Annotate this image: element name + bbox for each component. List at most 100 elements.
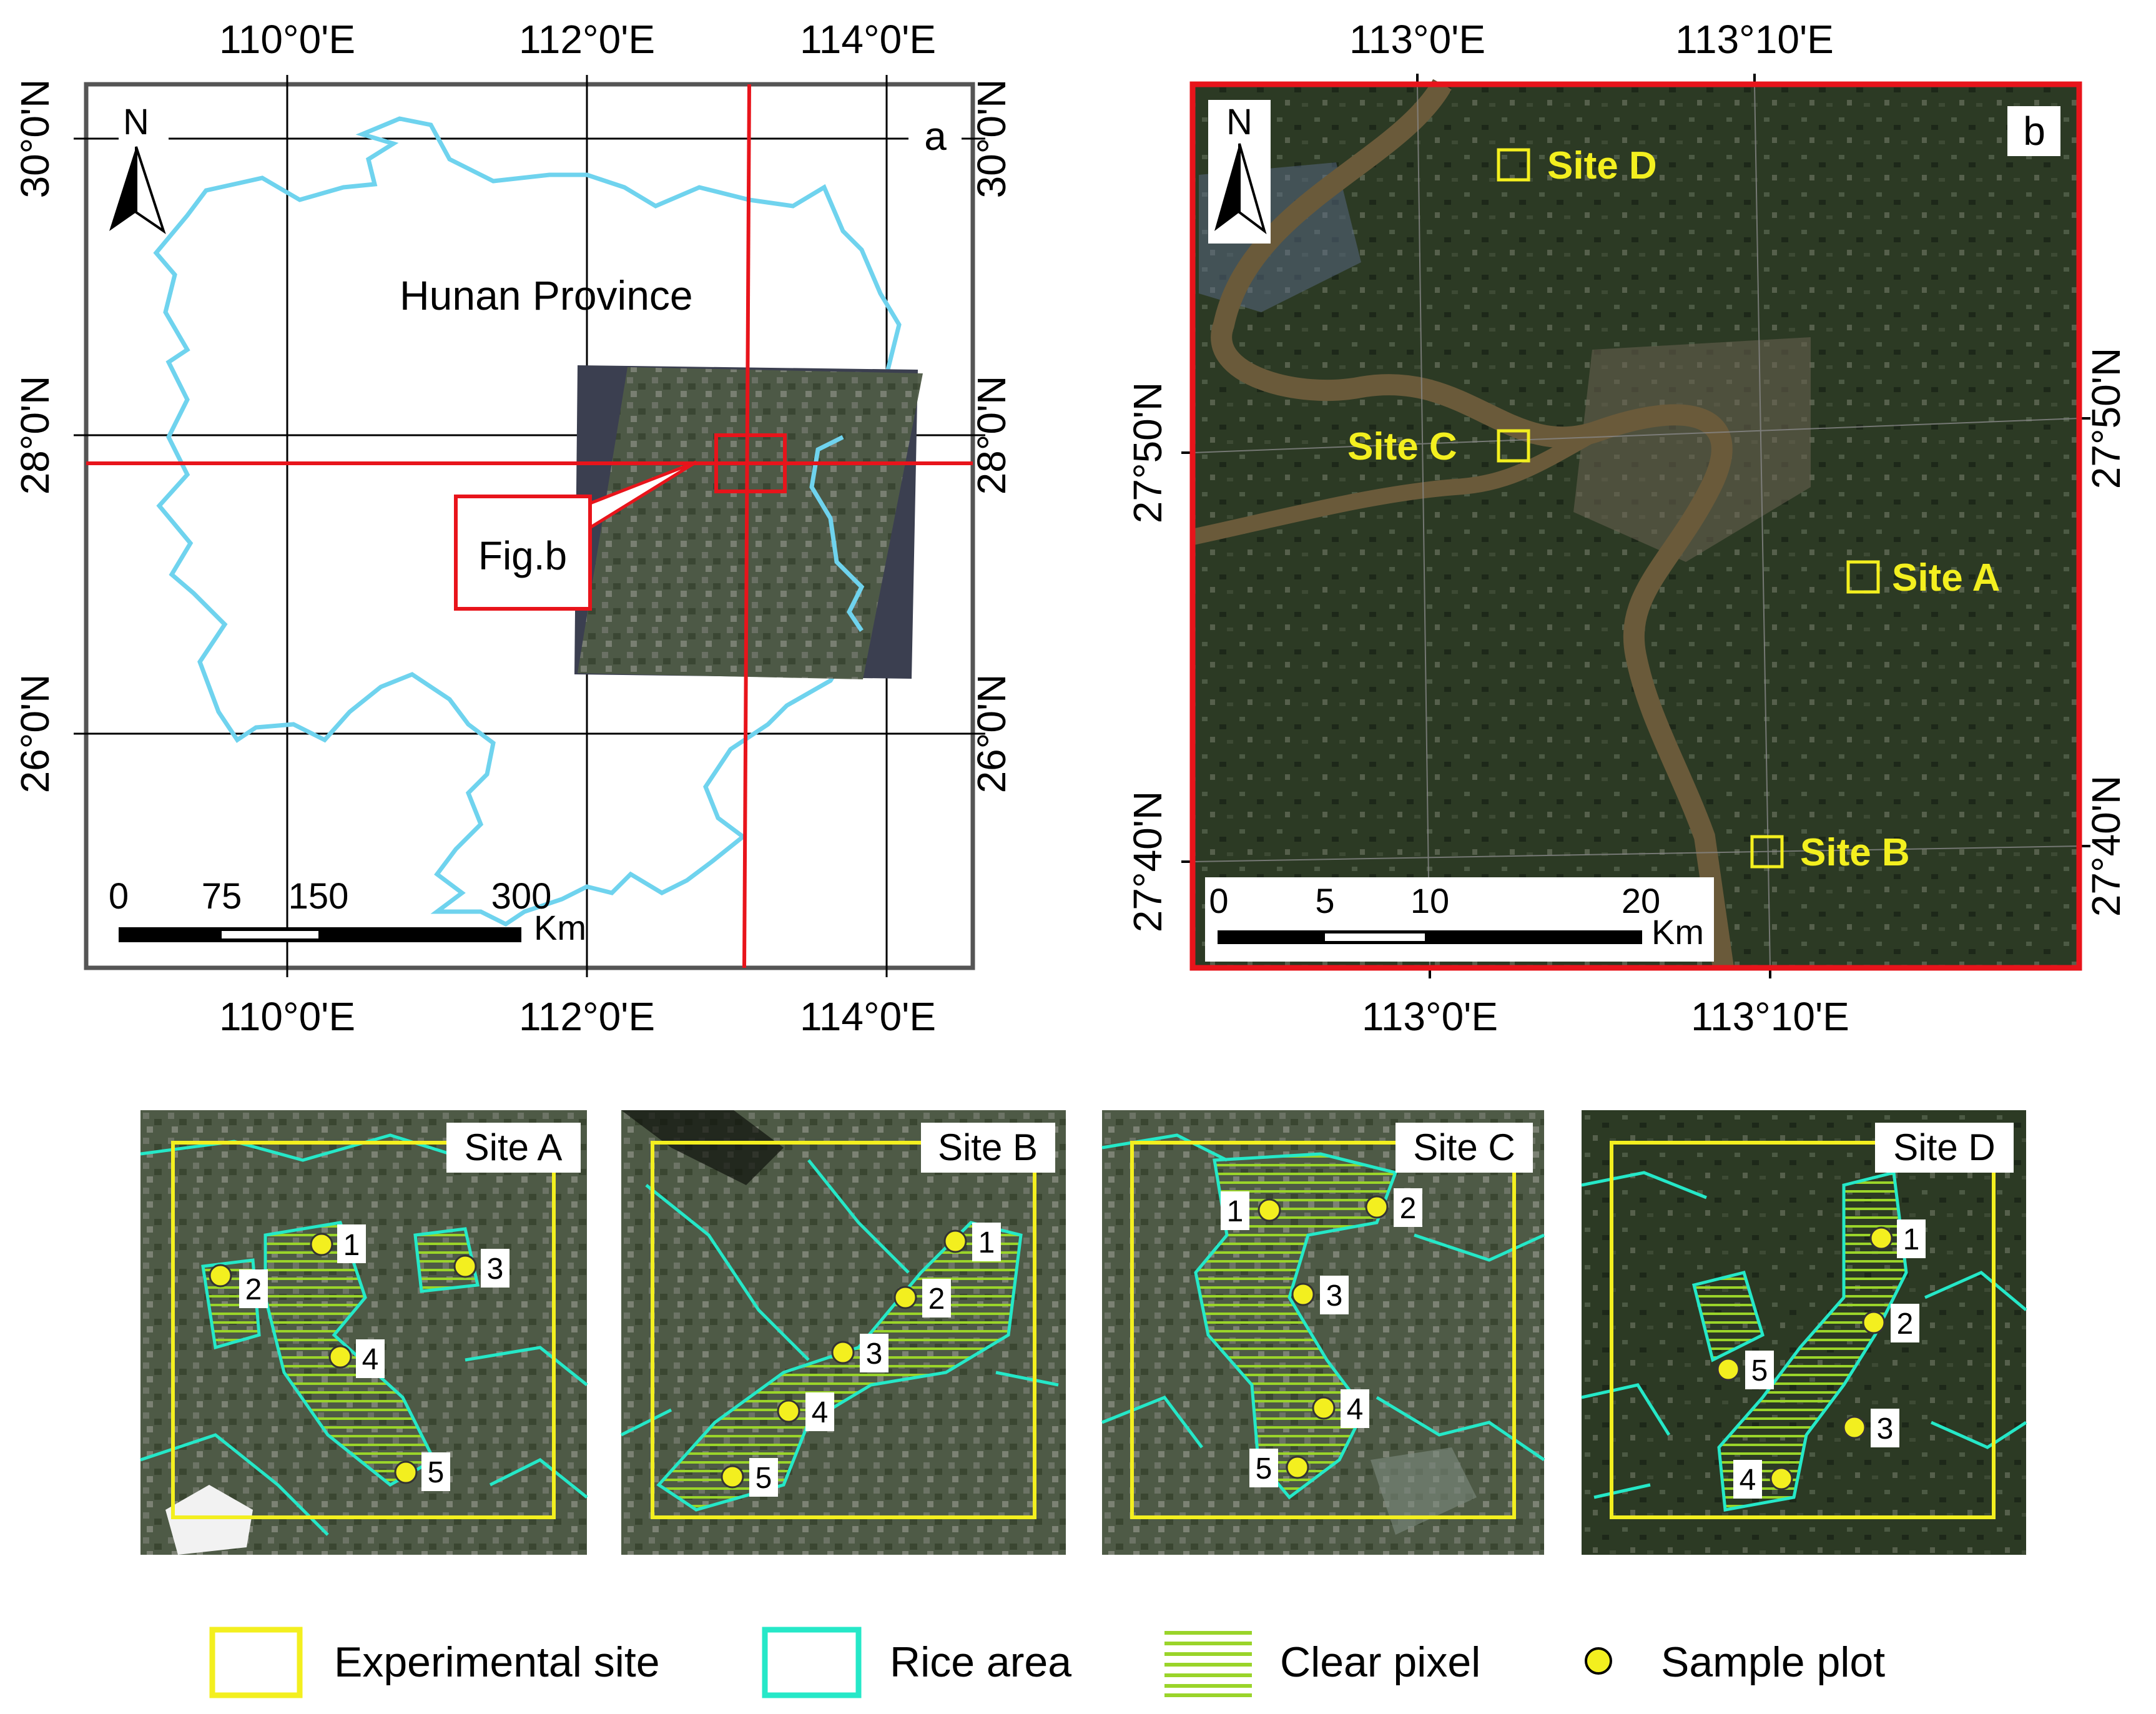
inset-site-a: Site A 1 2 3 4 5	[140, 1110, 588, 1555]
rice-area-outline	[1691, 1170, 1908, 1512]
scale-b-20: 20	[1622, 881, 1660, 920]
lon-tick-top-114: 114°0'E	[800, 17, 936, 62]
lat-tick-right-30: 30°0'N	[969, 79, 1014, 199]
plot-label: 2	[928, 1283, 945, 1316]
lat-tick-left-28: 28°0'N	[12, 376, 57, 495]
plot-label: 5	[428, 1456, 445, 1489]
river-branch	[1191, 423, 1603, 545]
site-c-box	[1497, 429, 1530, 463]
inset-site-c: Site C 1 2 3 4 5	[1101, 1110, 1545, 1555]
plot-label: 1	[1903, 1223, 1920, 1256]
b-lon-bottom-1300: 113°0'E	[1362, 994, 1498, 1039]
hunan-boundary	[153, 116, 902, 927]
landsat-scene-image	[578, 367, 923, 679]
lon-tick-top-110: 110°0'E	[219, 17, 355, 62]
experimental-site-box	[171, 1141, 556, 1519]
plot-label: 3	[866, 1337, 883, 1371]
scale-b-10: 10	[1410, 881, 1449, 920]
legend-experimental-site-swatch	[209, 1627, 303, 1698]
legend-rice-area-swatch	[762, 1627, 862, 1698]
panel-a-tick-labels: 110°0'E 112°0'E 114°0'E 110°0'E 112°0'E …	[12, 17, 1014, 1039]
scale-300: 300	[491, 876, 552, 917]
plot-label: 3	[1326, 1279, 1343, 1313]
site-a-label: Site A	[1892, 556, 2000, 599]
site-d-label: Site D	[1547, 144, 1657, 187]
plot-label: 1	[343, 1229, 360, 1262]
sample-plot-2	[893, 1286, 917, 1309]
lat-tick-right-28: 28°0'N	[969, 376, 1014, 495]
province-label: Hunan Province	[400, 272, 693, 318]
sample-plot-4	[1770, 1467, 1793, 1490]
plot-label: 5	[756, 1462, 772, 1495]
hunan-boundary-east	[809, 435, 865, 632]
site-markers: Site D Site C Site A Site B	[1347, 144, 2000, 874]
b-lat-left-2740: 27°40'N	[1125, 791, 1170, 932]
inset-title: Site B	[938, 1126, 1038, 1168]
plot-label: 5	[1256, 1452, 1272, 1485]
sample-plot-3	[1291, 1283, 1315, 1306]
fig-b-extent-box	[714, 433, 787, 493]
scale-b-0: 0	[1209, 881, 1228, 920]
callout-box	[454, 495, 592, 611]
lat-tick-right-26: 26°0'N	[969, 674, 1014, 794]
sample-plot-2	[1365, 1195, 1389, 1219]
b-lat-left-2750: 27°50'N	[1125, 382, 1170, 523]
plot-label: 4	[812, 1396, 829, 1429]
north-label: N	[123, 102, 149, 142]
sample-plot-4	[777, 1399, 800, 1423]
lat-tick-left-30: 30°0'N	[12, 79, 57, 199]
plot-label: 1	[978, 1226, 995, 1259]
sample-plots: 1 2 3 4 5	[209, 1224, 509, 1491]
sample-plot-4	[328, 1345, 352, 1369]
b-lon-top-1300: 113°0'E	[1349, 17, 1485, 62]
sample-plot-2	[1862, 1311, 1886, 1334]
urban-area	[1573, 337, 1811, 562]
sample-plot-5	[394, 1460, 418, 1484]
sample-plots: 1 2 3 4 5	[1716, 1219, 1926, 1499]
inset-title: Site C	[1413, 1126, 1515, 1168]
site-b-label: Site B	[1800, 831, 1910, 874]
sample-plot-1	[1869, 1226, 1893, 1250]
scale-b-5: 5	[1315, 881, 1334, 920]
plot-label: 2	[245, 1273, 262, 1306]
north-label-b: N	[1226, 102, 1253, 142]
plot-label: 4	[1347, 1393, 1364, 1426]
site-a-box	[1846, 560, 1880, 594]
panel-a-map: Fig.b Hunan Province N a 0 75 150 300 Km…	[12, 17, 1014, 1039]
lon-tick-bottom-114: 114°0'E	[800, 994, 936, 1039]
b-lon-top-1310: 113°10'E	[1675, 17, 1834, 62]
panel-a-graticule	[74, 75, 985, 977]
sample-plot-3	[453, 1254, 477, 1278]
b-lon-bottom-1310: 113°10'E	[1691, 994, 1849, 1039]
sample-plot-3	[1843, 1416, 1866, 1439]
panel-a-scale-bar: 0 75 150 300 Km	[109, 876, 586, 947]
legend-sample-plot-swatch	[1585, 1647, 1612, 1675]
sample-plots: 1 2 3 4 5	[721, 1223, 1001, 1497]
plot-label: 2	[1897, 1308, 1914, 1341]
callout-label: Fig.b	[478, 533, 567, 578]
sample-plot-5	[721, 1465, 744, 1489]
panel-b-scale-bar: 0 5 10 20 Km	[1205, 877, 1714, 962]
experimental-site-box	[1130, 1141, 1516, 1519]
site-c-label: Site C	[1347, 425, 1457, 468]
scale-0: 0	[109, 876, 129, 917]
plot-label: 2	[1400, 1192, 1417, 1225]
sample-plot-3	[831, 1341, 855, 1364]
legend-experimental-site-label: Experimental site	[334, 1638, 660, 1686]
panel-letter-b: b	[2023, 109, 2045, 154]
sample-plot-1	[310, 1233, 333, 1256]
inset-title: Site A	[465, 1126, 563, 1168]
lon-tick-top-112: 112°0'E	[519, 17, 655, 62]
inset-site-d: Site D 1 2 3 4 5	[1581, 1110, 2027, 1555]
plot-label: 4	[362, 1343, 379, 1376]
panel-b-tick-labels: 113°0'E 113°10'E 113°0'E 113°10'E 27°50'…	[1125, 17, 2129, 1039]
panel-b-north-arrow: N	[1208, 100, 1271, 244]
plot-label: 3	[487, 1253, 504, 1286]
b-lat-right-2750: 27°50'N	[2084, 348, 2129, 489]
sample-plot-5	[1716, 1357, 1740, 1381]
river	[1211, 79, 1734, 970]
lon-tick-bottom-112: 112°0'E	[519, 994, 655, 1039]
plot-label: 5	[1751, 1354, 1768, 1387]
experimental-site-box	[1610, 1141, 1996, 1519]
